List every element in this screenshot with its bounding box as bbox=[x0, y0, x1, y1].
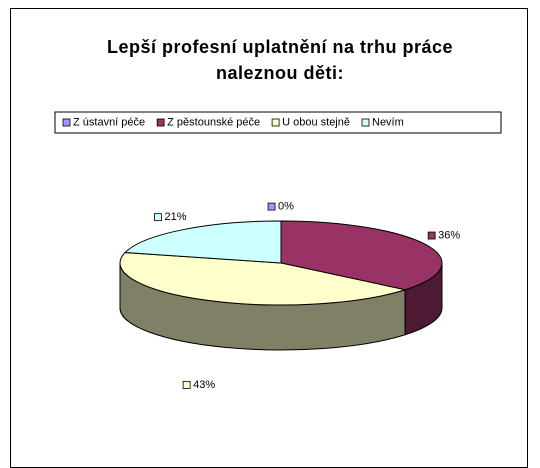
legend-label: U obou stejně bbox=[282, 116, 350, 128]
legend-label: Z pěstounské péče bbox=[167, 116, 260, 128]
data-label-key bbox=[267, 202, 276, 211]
data-label-key bbox=[154, 213, 162, 222]
slice bbox=[119, 252, 408, 306]
page: Lepší profesní uplatnění na trhu práce n… bbox=[10, 8, 528, 468]
data-label-key bbox=[427, 231, 436, 240]
slice bbox=[280, 220, 443, 291]
chart-title: Lepší profesní uplatnění na trhu práce n… bbox=[106, 37, 454, 83]
data-label: 43% bbox=[193, 379, 215, 391]
data-label-key bbox=[182, 381, 191, 389]
legend-label: Z ústavní péče bbox=[73, 116, 145, 128]
legend-swatch bbox=[271, 118, 280, 127]
legend-label: Nevím bbox=[372, 116, 404, 128]
data-label: 21% bbox=[164, 211, 186, 223]
legend-swatch bbox=[156, 118, 165, 127]
data-label: 0% bbox=[278, 201, 294, 213]
chart: Z ústavní péče Z pěstounské péče U obou st… bbox=[54, 111, 502, 391]
legend-swatch bbox=[62, 118, 71, 127]
legend-swatch bbox=[361, 118, 370, 127]
slice bbox=[123, 220, 282, 264]
data-label: 36% bbox=[438, 229, 460, 241]
